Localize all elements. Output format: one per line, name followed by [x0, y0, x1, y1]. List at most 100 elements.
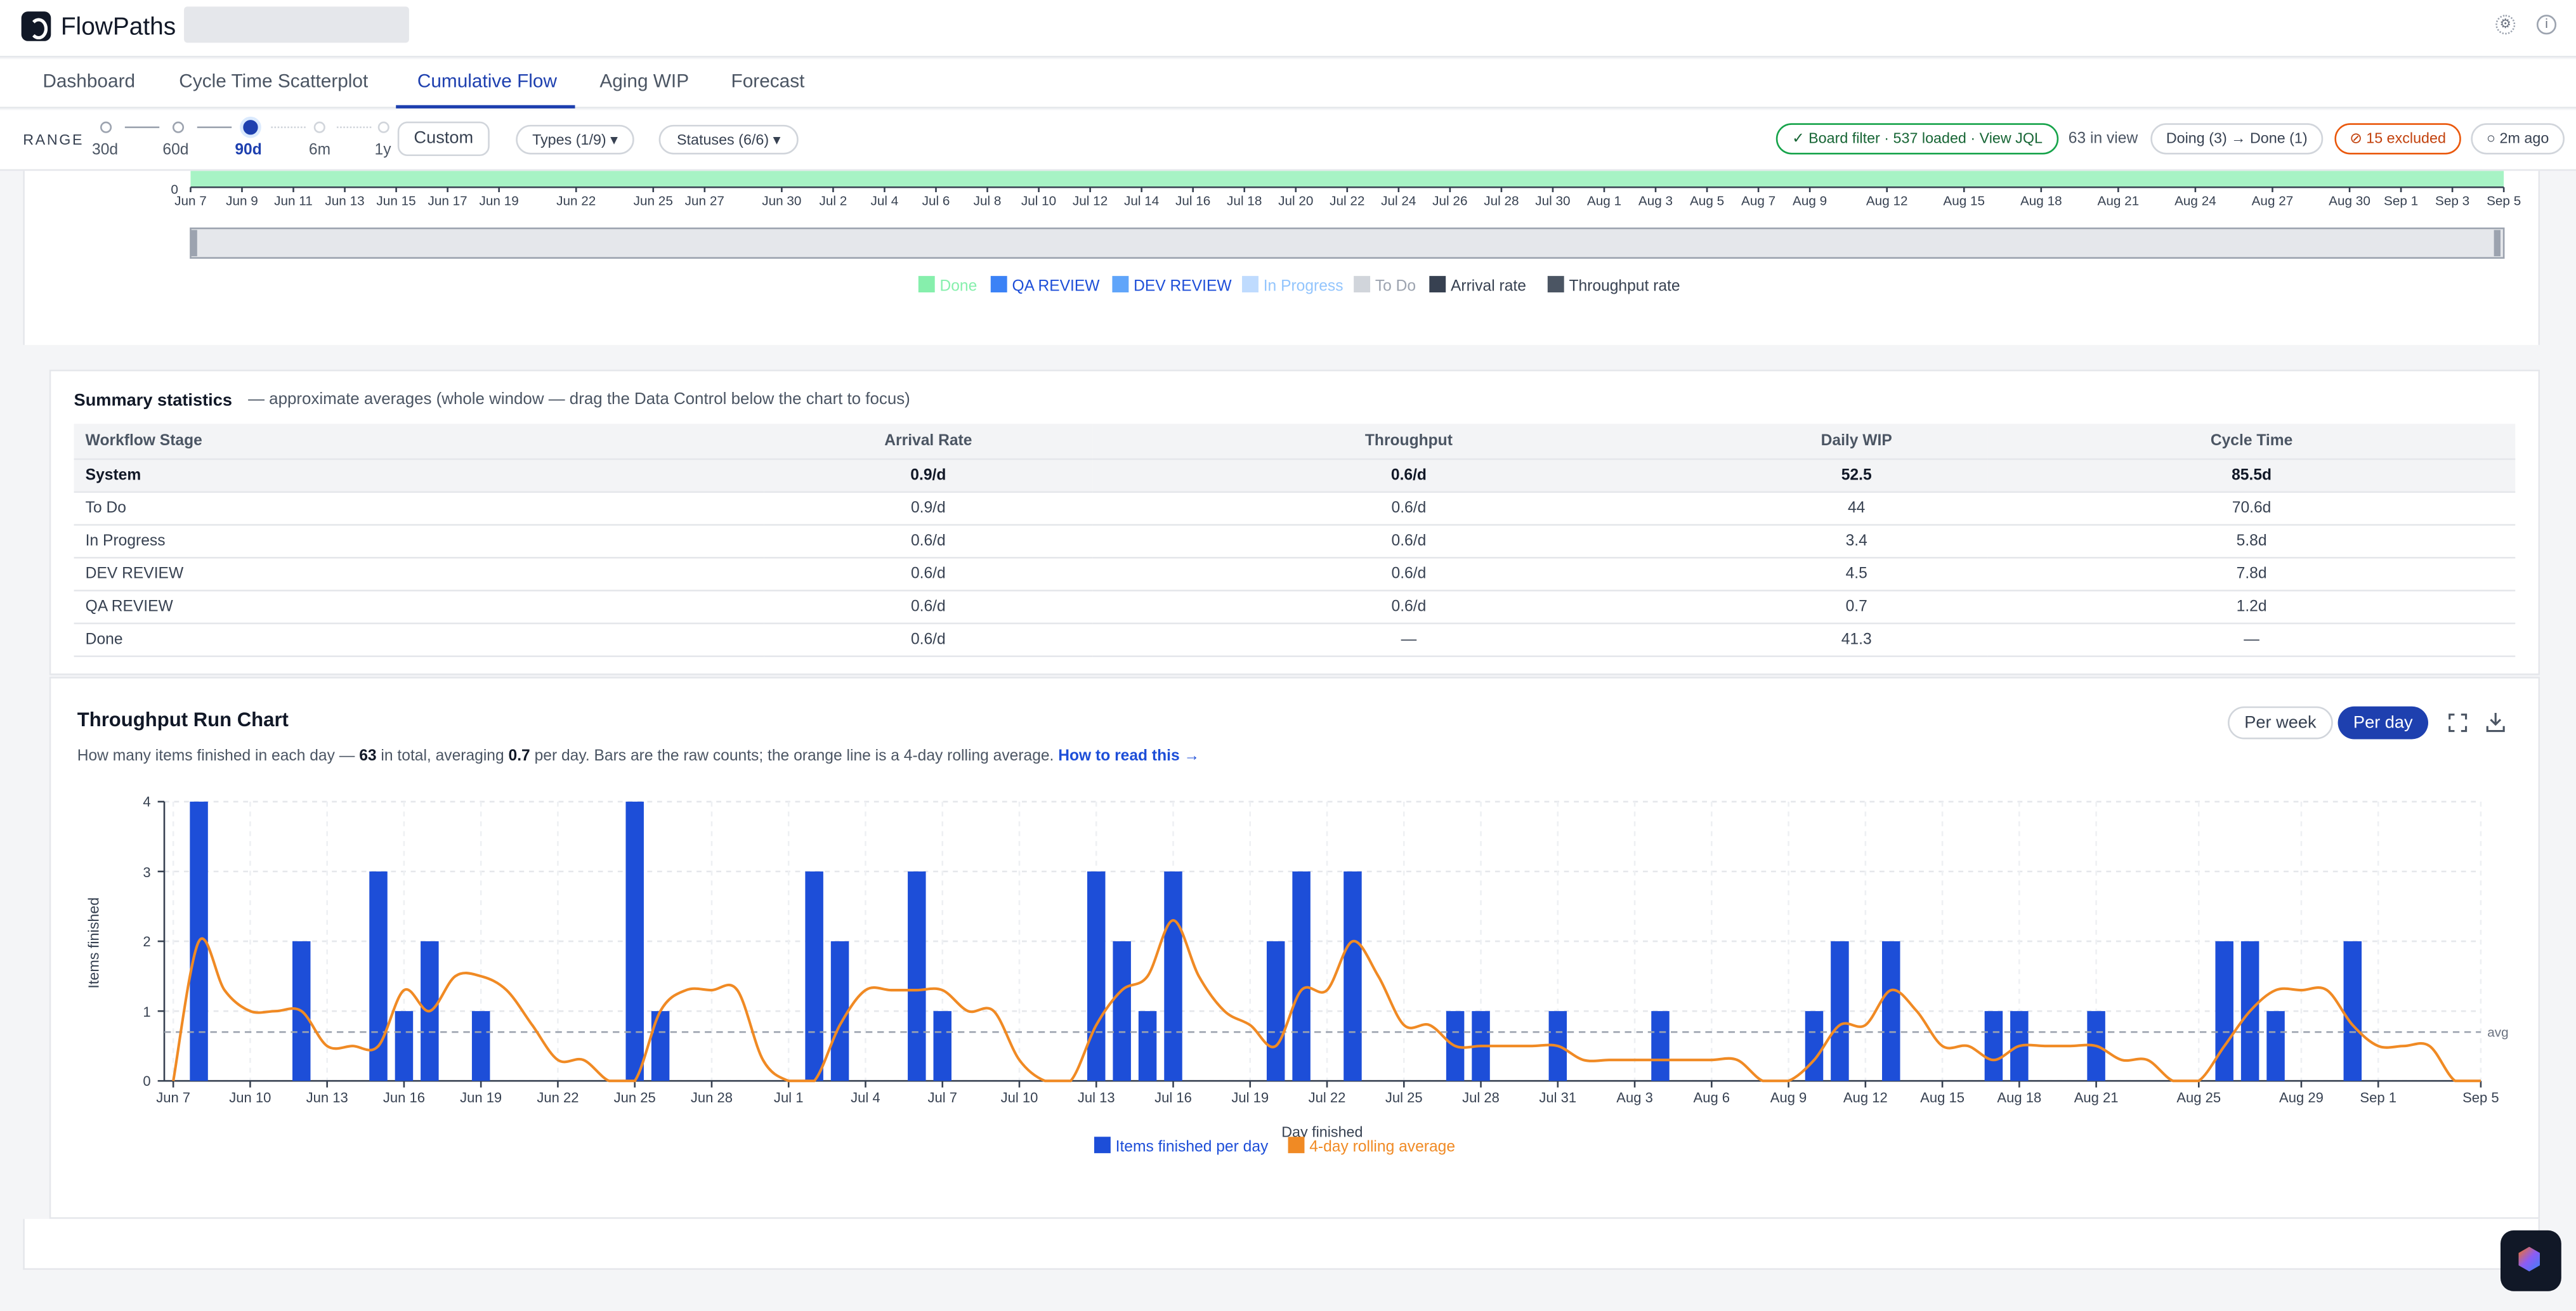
throughput-bar[interactable] [933, 1011, 951, 1081]
throughput-bar[interactable] [2215, 941, 2233, 1081]
y-tick-label: 4 [143, 793, 151, 810]
in-view-count: 63 in view [2068, 129, 2138, 148]
cfd-legend-arrival-rate[interactable]: Arrival rate [1429, 276, 1526, 296]
throughput-bar[interactable] [1831, 941, 1849, 1081]
x-tick-label: Jun 25 [613, 1089, 656, 1106]
range-dot-60d[interactable] [172, 121, 185, 133]
legend-rolling-average[interactable]: 4-day rolling average [1288, 1137, 1455, 1156]
y-axis-label: Items finished [85, 897, 102, 989]
tab-cycle-time-scatterplot[interactable]: Cycle Time Scatterplot [179, 72, 369, 93]
project-selector[interactable] [184, 6, 409, 43]
statuses-filter[interactable]: Statuses (6/6) ▾ [658, 124, 799, 155]
download-icon[interactable] [2486, 711, 2506, 733]
brush-right-handle[interactable] [2494, 230, 2501, 257]
cfd-legend-dev-review[interactable]: DEV REVIEW [1112, 276, 1232, 296]
range-option-90d[interactable]: 90d [235, 141, 262, 160]
cfd-x-tick-label: Aug 7 [1741, 193, 1776, 209]
help-link[interactable]: How to read this → [1058, 747, 1200, 766]
types-filter[interactable]: Types (1/9) ▾ [516, 124, 634, 155]
throughput-bar[interactable] [1113, 941, 1131, 1081]
tab-dashboard[interactable]: Dashboard [42, 72, 136, 93]
board-filter-badge[interactable]: ✓ Board filter · 537 loaded · View JQL [1775, 123, 2059, 155]
range-dot-30d[interactable] [100, 121, 112, 133]
throughput-bar[interactable] [471, 1011, 490, 1081]
cfd-legend-qa-review[interactable]: QA REVIEW [990, 276, 1100, 296]
table-cell: 41.3 [1725, 622, 1988, 656]
x-tick-label: Jul 22 [1308, 1089, 1346, 1106]
table-cell: DEV REVIEW [74, 557, 764, 591]
throughput-bar[interactable] [908, 871, 926, 1081]
throughput-bar[interactable] [2266, 1011, 2285, 1081]
range-dot-90d[interactable] [243, 120, 258, 135]
throughput-bar[interactable] [1805, 1011, 1824, 1081]
x-tick-label: Jun 22 [537, 1089, 579, 1106]
excluded-badge[interactable]: ⊘ 15 excluded [2334, 123, 2461, 155]
cfd-x-tick-label: Jul 4 [870, 193, 899, 209]
throughput-bar[interactable] [625, 801, 644, 1081]
brush-left-handle[interactable] [190, 230, 197, 257]
range-option-60d[interactable]: 60d [162, 141, 189, 160]
cfd-x-tick-label: Aug 12 [1866, 193, 1908, 209]
range-dot-1y[interactable] [377, 121, 389, 133]
throughput-bar[interactable] [2343, 941, 2362, 1081]
x-tick-label: Aug 15 [1920, 1089, 1965, 1106]
range-toolbar: RANGE 30d 60d 90d 6m 1y Custom Types (1/… [0, 110, 2576, 171]
cfd-legend-to-do[interactable]: To Do [1354, 276, 1416, 296]
throughput-bar[interactable] [1292, 871, 1311, 1081]
range-option-1y[interactable]: 1y [374, 141, 391, 160]
x-tick-label: Jun 28 [690, 1089, 733, 1106]
x-tick-label: Aug 25 [2176, 1089, 2221, 1106]
expand-icon[interactable] [2448, 713, 2468, 733]
cfd-x-tick-label: Aug 3 [1638, 193, 1673, 209]
x-tick-label: Aug 9 [1770, 1089, 1807, 1106]
cfd-range-brush[interactable] [190, 227, 2505, 259]
desc-text: How many items finished in each day — [77, 747, 360, 766]
table-cell: 70.6d [1987, 491, 2516, 525]
custom-range-button[interactable]: Custom [397, 121, 490, 157]
main-tabs: Dashboard Cycle Time Scatterplot Cumulat… [0, 59, 2576, 108]
summary-subtitle: — approximate averages (whole window — d… [248, 391, 910, 409]
range-option-30d[interactable]: 30d [92, 141, 119, 160]
x-tick-label: Jul 10 [1000, 1089, 1038, 1106]
table-cell: 5.8d [1987, 524, 2516, 558]
tab-forecast[interactable]: Forecast [731, 72, 805, 93]
cfd-x-tick-label: Jul 8 [973, 193, 1002, 209]
cfd-legend-in-progress[interactable]: In Progress [1242, 276, 1344, 296]
cfd-legend-done[interactable]: Done [918, 276, 977, 296]
cfd-x-tick-label: Jun 11 [274, 193, 313, 209]
throughput-bar[interactable] [1344, 871, 1362, 1081]
desc-text: in total, averaging [376, 747, 509, 766]
table-cell: 85.5d [1987, 458, 2516, 492]
per-week-button[interactable]: Per week [2228, 706, 2333, 740]
assistant-launcher-button[interactable] [2500, 1230, 2561, 1291]
range-track [197, 126, 232, 129]
table-cell: 4.5 [1725, 557, 1988, 591]
tab-cumulative-flow[interactable]: Cumulative Flow [417, 72, 558, 93]
throughput-bar[interactable] [1087, 871, 1106, 1081]
tab-aging-wip[interactable]: Aging WIP [599, 72, 690, 93]
range-dot-6m[interactable] [313, 121, 325, 133]
throughput-bar[interactable] [1882, 941, 1900, 1081]
throughput-bar[interactable] [395, 1011, 414, 1081]
throughput-bar[interactable] [1138, 1011, 1157, 1081]
cfd-chart-card: 0 Jun 7 Jun 9 Jun 11 Jun 13 Jun 15 Jun 17 Jun … [23, 171, 2540, 345]
range-option-6m[interactable]: 6m [308, 141, 331, 160]
legend-items-finished[interactable]: Items finished per day [1094, 1137, 1268, 1156]
throughput-bar[interactable] [1984, 1011, 2003, 1081]
table-cell: 52.5 [1725, 458, 1988, 492]
last-updated-badge[interactable]: ○ 2m ago [2471, 123, 2565, 155]
gear-icon[interactable]: ⚙ [2495, 15, 2516, 35]
throughput-bar[interactable] [651, 1011, 670, 1081]
throughput-bar[interactable] [805, 871, 823, 1081]
per-day-button[interactable]: Per day [2337, 706, 2429, 740]
cfd-legend-throughput-rate[interactable]: Throughput rate [1547, 276, 1680, 296]
throughput-bar[interactable] [1164, 871, 1182, 1081]
transition-filter[interactable]: Doing (3) → Done (1) [2150, 123, 2324, 155]
x-tick-label: Jul 31 [1539, 1089, 1577, 1106]
throughput-bar[interactable] [830, 941, 849, 1081]
throughput-bar[interactable] [1266, 941, 1285, 1081]
throughput-bar[interactable] [1651, 1011, 1670, 1081]
cfd-x-tick-label: Jul 30 [1535, 193, 1571, 209]
info-icon[interactable]: i [2536, 15, 2557, 35]
table-cell: 3.4 [1725, 524, 1988, 558]
